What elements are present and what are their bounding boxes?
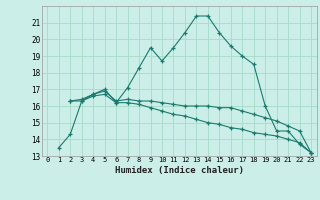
X-axis label: Humidex (Indice chaleur): Humidex (Indice chaleur): [115, 166, 244, 175]
